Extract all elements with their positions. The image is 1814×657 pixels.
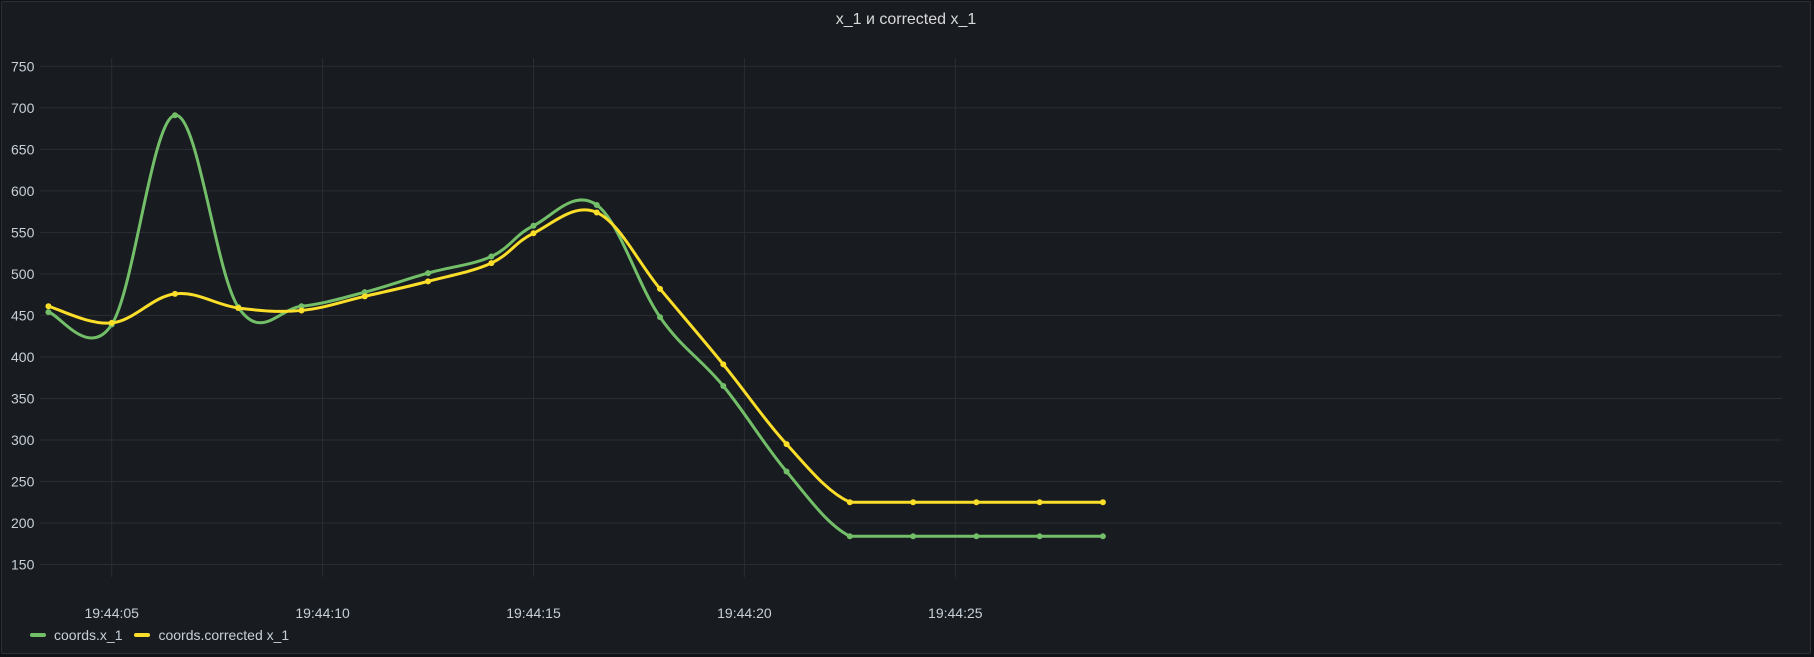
y-tick-label: 350 xyxy=(11,390,35,406)
data-point[interactable] xyxy=(1099,499,1106,506)
x-tick-label: 19:44:25 xyxy=(928,605,983,621)
y-tick-label: 600 xyxy=(11,183,35,199)
y-tick-label: 650 xyxy=(11,141,35,157)
data-point[interactable] xyxy=(171,112,178,119)
data-point[interactable] xyxy=(657,314,664,321)
legend-label-x-1: coords.x_1 xyxy=(54,627,123,643)
data-point[interactable] xyxy=(973,533,980,540)
data-point[interactable] xyxy=(1036,533,1043,540)
legend-item-corrected-x-1[interactable]: coords.corrected x_1 xyxy=(134,627,289,643)
y-tick-label: 700 xyxy=(11,100,35,116)
legend-label-corrected-x-1: coords.corrected x_1 xyxy=(158,627,290,643)
data-point[interactable] xyxy=(910,499,917,506)
data-point[interactable] xyxy=(530,230,537,237)
panel-title: x_1 и corrected x_1 xyxy=(835,11,977,28)
y-tick-label: 450 xyxy=(11,307,35,323)
data-point[interactable] xyxy=(783,468,790,475)
data-point[interactable] xyxy=(593,209,600,216)
legend-item-x-1[interactable]: coords.x_1 xyxy=(30,627,122,643)
y-tick-label: 300 xyxy=(11,432,35,448)
data-point[interactable] xyxy=(298,303,305,310)
x-tick-label: 19:44:20 xyxy=(717,605,772,621)
series-line-0 xyxy=(47,113,1103,538)
y-tick-label: 550 xyxy=(11,224,35,240)
data-point[interactable] xyxy=(488,260,495,267)
data-point[interactable] xyxy=(45,303,52,310)
data-point[interactable] xyxy=(361,289,368,296)
x-tick-label: 19:44:05 xyxy=(84,605,139,621)
data-point[interactable] xyxy=(973,499,980,506)
data-point[interactable] xyxy=(530,222,537,229)
y-tick-label: 150 xyxy=(11,557,35,573)
data-point[interactable] xyxy=(657,285,664,292)
data-point[interactable] xyxy=(171,290,178,297)
data-point[interactable] xyxy=(235,304,242,311)
data-point[interactable] xyxy=(846,533,853,540)
data-point[interactable] xyxy=(720,361,727,368)
x-tick-label: 19:44:15 xyxy=(506,605,561,621)
y-tick-label: 250 xyxy=(11,474,35,490)
data-point[interactable] xyxy=(488,253,495,260)
data-point[interactable] xyxy=(45,309,52,316)
legend-swatch-green xyxy=(30,633,46,637)
y-tick-label: 200 xyxy=(11,515,35,531)
x-tick-label: 19:44:10 xyxy=(295,605,350,621)
data-point[interactable] xyxy=(361,293,368,300)
y-tick-label: 750 xyxy=(11,58,35,74)
data-point[interactable] xyxy=(593,201,600,208)
data-point[interactable] xyxy=(1036,499,1043,506)
legend: coords.x_1 coords.corrected x_1 xyxy=(30,627,301,643)
legend-swatch-yellow xyxy=(134,633,151,637)
data-point[interactable] xyxy=(720,383,727,390)
data-point[interactable] xyxy=(910,533,917,540)
data-point[interactable] xyxy=(425,278,432,285)
data-point[interactable] xyxy=(425,270,432,277)
data-point[interactable] xyxy=(1099,533,1106,540)
data-point[interactable] xyxy=(783,441,790,448)
data-point[interactable] xyxy=(298,307,305,314)
data-point[interactable] xyxy=(846,499,853,506)
y-tick-label: 500 xyxy=(11,266,35,282)
y-tick-label: 400 xyxy=(11,349,35,365)
series-line-1 xyxy=(48,208,1103,504)
data-point[interactable] xyxy=(108,319,115,326)
